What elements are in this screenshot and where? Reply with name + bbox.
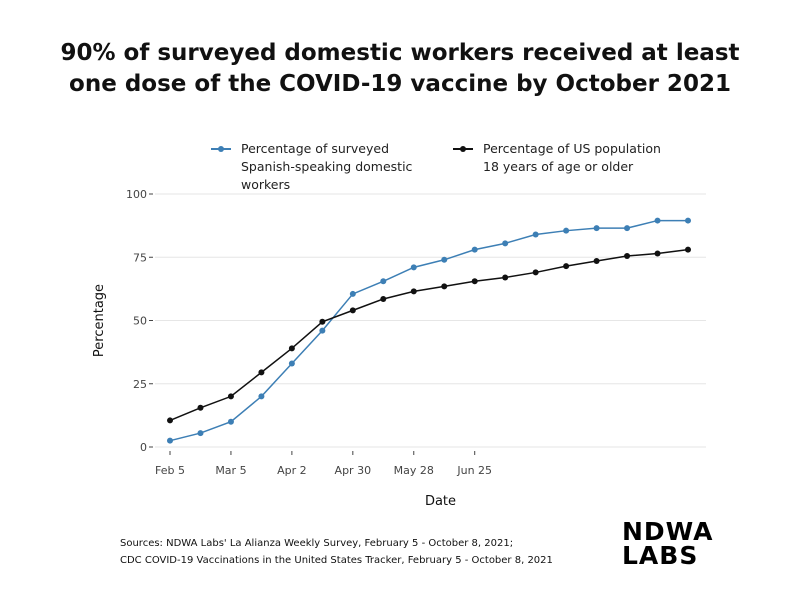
legend-key-black — [449, 141, 477, 157]
data-point-series-2 — [380, 295, 387, 302]
y-axis-title: Percentage — [92, 284, 107, 357]
data-point-series-1 — [593, 225, 600, 232]
chart-title-line-2: one dose of the COVID-19 vaccine by Octo… — [69, 71, 731, 97]
x-tick-label: Feb 5 — [155, 464, 185, 477]
data-point-series-2 — [349, 307, 356, 314]
data-point-series-2 — [654, 250, 661, 257]
x-tick-label: Apr 30 — [335, 464, 372, 477]
sources-line-2: CDC COVID-19 Vaccinations in the United … — [120, 555, 553, 566]
legend-item-us-population: Percentage of US population 18 years of … — [449, 140, 661, 176]
legend-key-blue — [207, 141, 235, 157]
data-point-series-2 — [624, 252, 631, 259]
data-point-series-1 — [319, 327, 326, 334]
data-point-series-2 — [319, 318, 326, 325]
series-line-1 — [169, 219, 688, 442]
data-point-series-1 — [227, 418, 234, 425]
data-point-series-1 — [532, 231, 539, 238]
y-tick-label-75: 75 — [133, 251, 147, 264]
data-point-series-1 — [288, 360, 295, 367]
data-point-series-1 — [258, 393, 265, 400]
data-point-series-1 — [441, 256, 448, 263]
data-point-series-1 — [380, 278, 387, 285]
series-line-2 — [169, 248, 689, 422]
x-axis-title: Date — [425, 494, 456, 509]
data-point-series-2 — [502, 274, 509, 281]
y-tick-label-100: 100 — [126, 188, 147, 201]
data-point-series-2 — [258, 369, 265, 376]
sources-note: Sources: NDWA Labs' La Alianza Weekly Su… — [120, 535, 553, 569]
data-point-series-1 — [563, 227, 570, 234]
data-point-series-2 — [197, 404, 204, 411]
data-point-series-1 — [685, 217, 691, 224]
data-point-series-1 — [624, 225, 631, 232]
sources-line-1: Sources: NDWA Labs' La Alianza Weekly Su… — [120, 538, 514, 549]
data-point-series-2 — [593, 258, 600, 265]
legend-label-domestic-workers: Percentage of surveyed Spanish-speaking … — [241, 141, 413, 192]
x-tick-label: Apr 2 — [277, 464, 307, 477]
data-point-series-1 — [502, 240, 509, 247]
data-point-series-1 — [349, 290, 356, 297]
x-tick-label: Mar 5 — [215, 464, 246, 477]
y-tick-label-25: 25 — [133, 378, 147, 391]
data-point-series-2 — [532, 269, 539, 276]
data-point-series-1 — [167, 437, 173, 444]
chart-title: 90% of surveyed domestic workers receive… — [0, 38, 800, 100]
data-point-series-1 — [471, 246, 478, 253]
data-point-series-2 — [227, 393, 234, 400]
legend-label-us-population: Percentage of US population 18 years of … — [483, 141, 661, 174]
data-point-series-2 — [471, 278, 478, 285]
data-point-series-2 — [563, 263, 570, 270]
data-point-series-2 — [410, 288, 417, 295]
x-tick-label: Jun 25 — [456, 464, 492, 477]
chart-title-line-1: 90% of surveyed domestic workers receive… — [60, 40, 740, 66]
data-point-series-2 — [685, 246, 691, 253]
data-point-series-2 — [441, 283, 448, 290]
x-tick-label: May 28 — [394, 464, 434, 477]
ndwa-labs-logo: NDWA LABS — [622, 517, 714, 570]
data-point-series-1 — [654, 217, 661, 224]
y-tick-label-50: 50 — [133, 315, 147, 328]
data-point-series-2 — [167, 417, 173, 424]
data-point-series-1 — [197, 430, 204, 437]
y-tick-label-0: 0 — [140, 441, 147, 454]
legend-item-domestic-workers: Percentage of surveyed Spanish-speaking … — [207, 140, 412, 194]
data-point-series-1 — [410, 264, 417, 271]
data-point-series-2 — [288, 345, 295, 352]
